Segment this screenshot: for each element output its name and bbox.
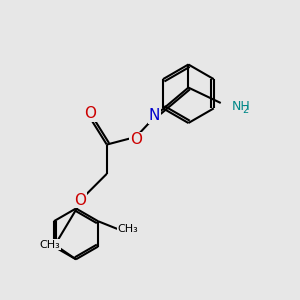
Text: 2: 2 [242, 105, 249, 115]
Text: O: O [130, 132, 142, 147]
Text: O: O [75, 193, 87, 208]
Text: CH₃: CH₃ [39, 240, 60, 250]
Text: CH₃: CH₃ [118, 224, 138, 234]
Text: NH: NH [232, 100, 250, 112]
Text: N: N [149, 108, 160, 123]
Text: O: O [84, 106, 96, 121]
